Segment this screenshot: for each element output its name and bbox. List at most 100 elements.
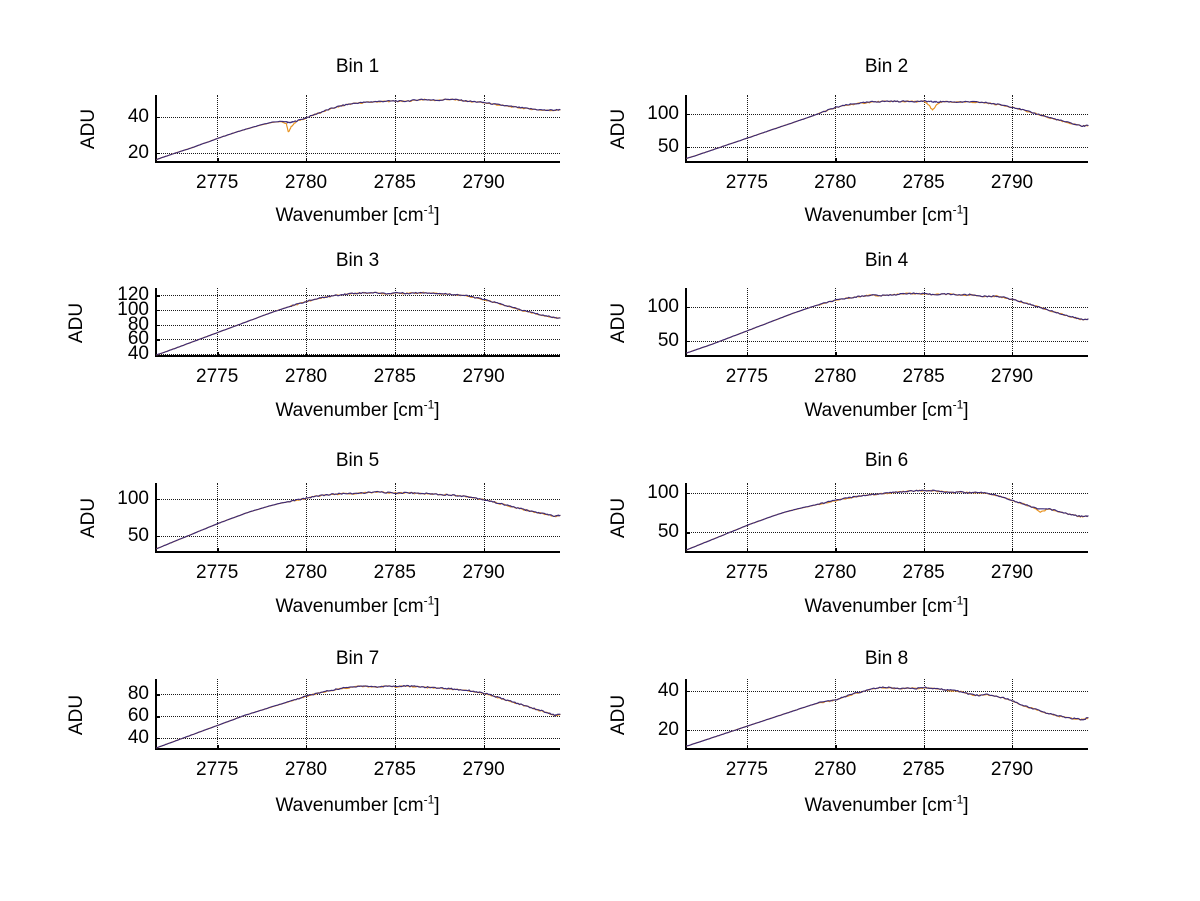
x-axis-line — [685, 355, 1088, 357]
data-series-model — [156, 98, 561, 160]
x-tick-label: 2790 — [462, 172, 505, 193]
x-tick-label: 2790 — [462, 759, 505, 780]
gridline-vertical — [217, 95, 219, 163]
x-tick-label: 2785 — [902, 562, 945, 583]
x-tick-label: 2775 — [196, 366, 239, 387]
x-axis-tick — [923, 745, 925, 750]
x-axis-label: Wavenumber [cm-1] — [155, 204, 560, 227]
y-axis-tick — [155, 535, 160, 537]
x-axis-label-exponent: -1 — [952, 593, 964, 608]
gridline-vertical — [305, 288, 307, 357]
series-layer-7 — [156, 684, 561, 749]
x-axis-tick — [835, 548, 837, 553]
y-tick-label: 100 — [647, 295, 679, 317]
x-axis-label-text: Wavenumber [cm — [804, 400, 953, 421]
x-axis-label-text: Wavenumber [cm — [804, 205, 953, 226]
x-axis-label-text: Wavenumber [cm — [804, 596, 953, 617]
x-axis-tick — [746, 352, 749, 357]
x-axis-tick — [1011, 745, 1014, 750]
y-axis-label: ADU — [608, 302, 629, 343]
y-tick-label: 80 — [127, 313, 149, 335]
x-axis-tick — [217, 158, 219, 163]
plot-area-5 — [155, 483, 561, 553]
x-axis-tick — [835, 745, 837, 750]
y-axis-tick — [685, 492, 690, 494]
gridline-vertical — [835, 288, 837, 357]
series-layer-3 — [156, 291, 561, 356]
x-tick-label: 2780 — [814, 172, 857, 193]
gridline-horizontal — [685, 113, 1088, 115]
y-axis-tick — [685, 729, 690, 731]
gridline-horizontal — [155, 499, 560, 501]
y-axis-tick — [155, 310, 160, 312]
y-tick-label: 50 — [657, 329, 679, 351]
x-tick-label: 2785 — [902, 759, 945, 780]
x-tick-label: 2790 — [990, 562, 1034, 583]
x-tick-label: 2790 — [990, 366, 1034, 387]
gridline-vertical — [217, 483, 219, 553]
x-axis-tick — [483, 352, 485, 357]
x-axis-tick — [217, 352, 219, 357]
x-axis-tick — [305, 158, 308, 163]
x-tick-label: 2775 — [196, 562, 239, 583]
y-axis-label: ADU — [66, 694, 87, 735]
y-axis-tick — [155, 354, 160, 356]
x-axis-label: Wavenumber [cm-1] — [685, 792, 1088, 817]
y-axis-tick — [155, 737, 160, 740]
gridline-vertical — [746, 679, 748, 750]
x-axis-label-bracket: ] — [963, 400, 969, 421]
gridline-horizontal — [155, 535, 560, 537]
y-axis-tick — [155, 295, 160, 297]
data-series-model — [686, 489, 1089, 551]
x-axis-label-text: Wavenumber [cm — [275, 205, 424, 226]
gridline-vertical — [1011, 95, 1013, 163]
gridline-horizontal — [155, 339, 560, 341]
x-tick-label: 2785 — [902, 366, 945, 387]
gridline-horizontal — [155, 716, 560, 718]
y-tick-label: 50 — [657, 521, 679, 543]
plot-area-3 — [155, 288, 561, 357]
x-axis-label: Wavenumber [cm-1] — [155, 794, 560, 817]
x-axis-tick — [483, 158, 485, 163]
x-axis-label-exponent: -1 — [952, 792, 964, 807]
data-series-model — [156, 684, 561, 749]
gridline-vertical — [746, 288, 748, 357]
x-axis-label-exponent: -1 — [952, 397, 964, 412]
x-axis-label: Wavenumber [cm-1] — [155, 595, 560, 618]
gridline-vertical — [1011, 288, 1013, 357]
plot-area-6 — [685, 483, 1089, 553]
x-tick-label: 2775 — [725, 366, 768, 387]
y-axis-tick — [685, 113, 690, 116]
gridline-vertical — [305, 95, 307, 163]
x-axis-line — [155, 551, 560, 553]
plot-area-4 — [685, 288, 1089, 357]
data-series-model — [686, 292, 1089, 354]
data-series-measured — [156, 291, 561, 356]
gridline-horizontal — [685, 340, 1088, 342]
gridline-vertical — [305, 483, 307, 553]
y-axis-tick — [155, 499, 160, 501]
y-tick-label: 50 — [127, 524, 149, 546]
data-series-measured — [686, 100, 1089, 159]
y-tick-label: 40 — [127, 343, 149, 365]
gridline-horizontal — [685, 729, 1088, 731]
y-axis-tick — [155, 339, 160, 341]
y-tick-label: 100 — [117, 299, 149, 321]
y-tick-label: 120 — [117, 284, 149, 306]
x-axis-tick — [483, 548, 485, 553]
subplot-title-8: Bin 8 — [864, 648, 909, 669]
gridline-vertical — [394, 483, 396, 553]
x-axis-line — [155, 355, 560, 357]
y-axis-tick — [155, 324, 160, 327]
x-axis-label-bracket: ] — [434, 596, 440, 617]
y-axis-tick — [685, 532, 690, 534]
plot-area-1 — [155, 95, 561, 163]
y-tick-label: 40 — [657, 679, 679, 701]
gridline-vertical — [394, 95, 396, 163]
series-layer-4 — [686, 292, 1089, 354]
gridline-vertical — [217, 288, 219, 357]
y-axis-line — [685, 679, 687, 750]
x-axis-tick — [835, 352, 837, 357]
